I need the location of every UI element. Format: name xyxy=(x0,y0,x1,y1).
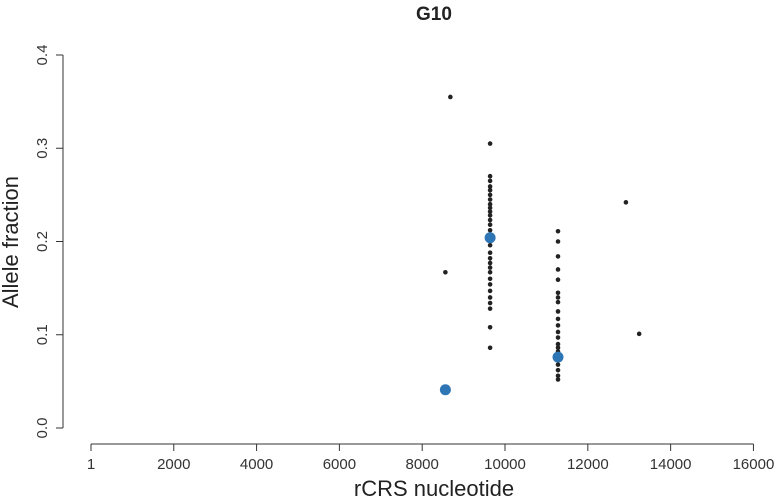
data-point xyxy=(555,362,561,367)
data-point xyxy=(487,201,493,207)
chart-title: G10 xyxy=(416,4,452,25)
data-point xyxy=(487,276,493,282)
data-point xyxy=(555,329,561,335)
data-point xyxy=(487,260,493,266)
data-point xyxy=(448,94,453,100)
data-point xyxy=(487,141,493,146)
data-point xyxy=(555,345,561,351)
data-point xyxy=(555,228,561,234)
data-point xyxy=(555,373,561,379)
data-point xyxy=(443,269,448,275)
data-point xyxy=(555,316,561,322)
data-point xyxy=(555,323,561,328)
x-tick-label: 8000 xyxy=(406,456,439,473)
x-axis: 1 2000 4000 6000 8000 10000 12000 14000 16000 xyxy=(87,443,775,473)
data-point xyxy=(487,242,493,248)
x-tick-label: 10000 xyxy=(484,456,526,473)
data-point xyxy=(487,197,493,202)
y-axis-label: Allele fraction xyxy=(0,176,23,308)
data-point xyxy=(555,267,561,272)
data-point xyxy=(636,331,642,337)
data-point xyxy=(487,209,493,214)
data-point xyxy=(487,282,493,287)
data-point xyxy=(487,222,493,228)
data-point xyxy=(555,277,561,283)
x-tick-label: 1 xyxy=(87,456,95,473)
data-point xyxy=(623,200,629,205)
highlight-data-point xyxy=(484,232,496,244)
x-tick-label: 12000 xyxy=(567,456,609,473)
x-axis-label: rCRS nucleotide xyxy=(354,476,514,499)
x-tick-label: 6000 xyxy=(323,456,356,473)
data-point xyxy=(487,265,493,270)
data-point xyxy=(487,184,493,189)
data-point xyxy=(487,173,493,179)
highlight-data-point xyxy=(552,351,564,363)
data-point xyxy=(555,239,561,244)
data-point xyxy=(555,290,561,296)
data-point xyxy=(487,306,493,311)
y-tick-label: 0.4 xyxy=(34,45,51,66)
data-point xyxy=(487,217,493,223)
x-tick-label: 14000 xyxy=(650,456,692,473)
data-point xyxy=(555,309,561,314)
data-point xyxy=(555,254,561,259)
data-point xyxy=(487,269,493,275)
data-point xyxy=(487,288,493,294)
y-tick-label: 0.1 xyxy=(34,324,51,345)
y-tick-label: 0.0 xyxy=(34,418,51,439)
data-point xyxy=(555,341,561,347)
data-point xyxy=(555,335,561,340)
data-point xyxy=(555,295,561,300)
x-tick-label: 16000 xyxy=(733,456,775,473)
data-point xyxy=(555,299,561,305)
y-axis: 0.0 0.1 0.2 0.3 0.4 xyxy=(34,45,64,439)
y-tick-label: 0.2 xyxy=(34,231,51,252)
data-point xyxy=(487,205,493,211)
data-point xyxy=(487,192,493,198)
data-point xyxy=(487,345,493,351)
data-point xyxy=(487,178,493,184)
highlight-data-point xyxy=(439,384,451,396)
data-point xyxy=(487,228,493,233)
data-point xyxy=(555,377,561,382)
data-point xyxy=(487,255,493,261)
data-point xyxy=(487,324,493,330)
data-points xyxy=(439,94,642,396)
data-point xyxy=(487,295,493,300)
x-tick-label: 4000 xyxy=(240,456,273,473)
data-point xyxy=(487,300,493,306)
y-tick-label: 0.3 xyxy=(34,138,51,159)
x-tick-label: 2000 xyxy=(157,456,190,473)
data-point xyxy=(487,213,493,218)
data-point xyxy=(487,187,493,193)
data-point xyxy=(487,250,493,255)
data-point xyxy=(555,367,561,373)
